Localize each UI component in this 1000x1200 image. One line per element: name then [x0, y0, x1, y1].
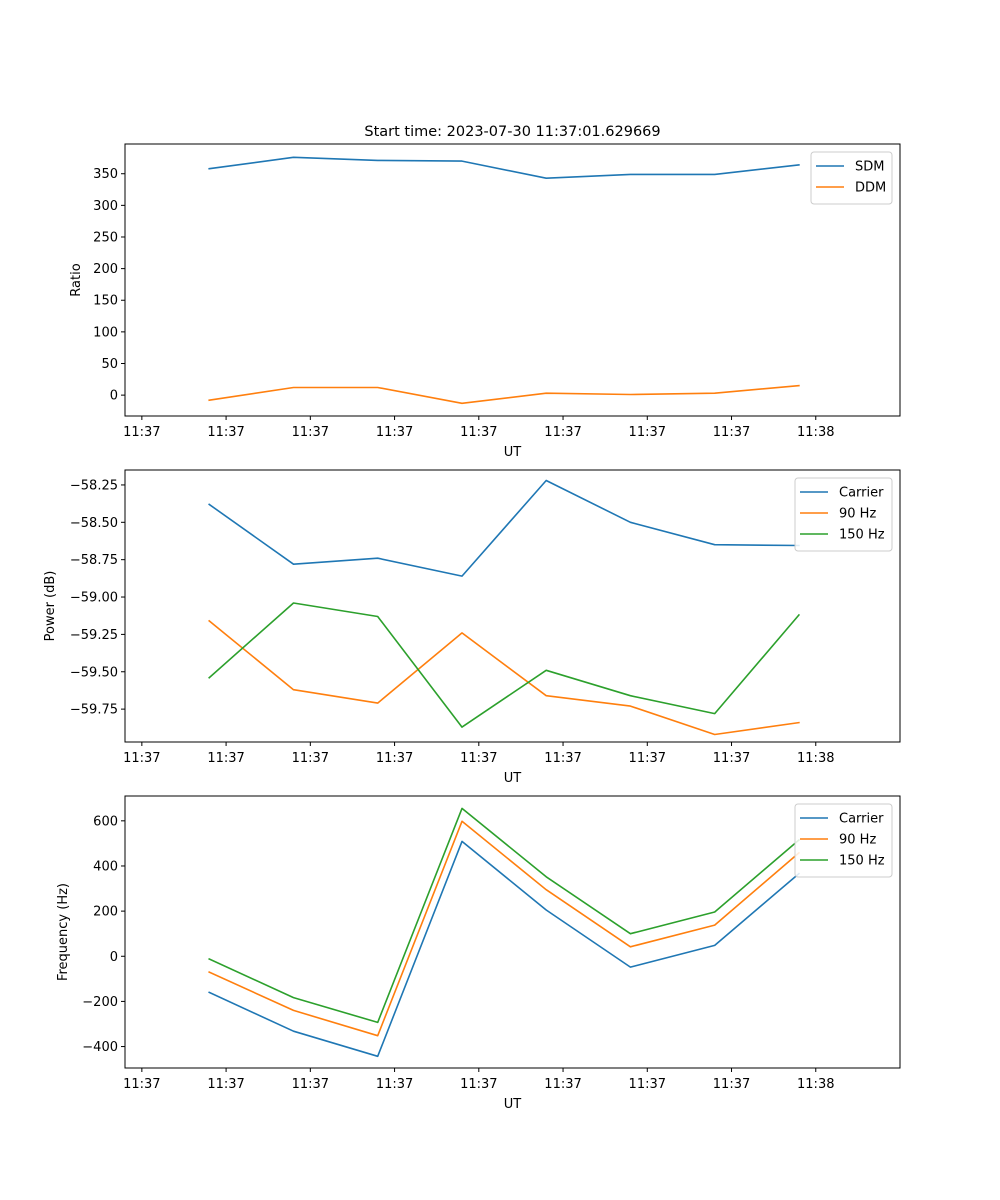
series-line-carrier: [208, 840, 801, 1058]
y-axis-label: Frequency (Hz): [56, 883, 71, 981]
x-tick-label: 11:37: [460, 1077, 497, 1092]
x-axis-label: UT: [504, 1097, 522, 1112]
legend: Carrier 90 Hz 150 Hz: [794, 803, 893, 878]
axes-frame: [124, 143, 901, 417]
y-tick-label: −200: [82, 995, 118, 1010]
x-tick-label: 11:37: [376, 425, 413, 440]
legend-label: DDM: [855, 181, 886, 196]
legend-label: 150 Hz: [839, 854, 885, 869]
y-tick-label: 0: [110, 950, 118, 965]
y-tick-label: −400: [82, 1040, 118, 1055]
y-tick-label: 350: [93, 167, 118, 182]
legend-label: 150 Hz: [839, 528, 885, 543]
y-tick-label: −59.50: [70, 665, 118, 680]
y-tick-label: 200: [93, 262, 118, 277]
y-tick-label: 300: [93, 199, 118, 214]
legend-label: Carrier: [839, 486, 884, 501]
x-tick-label: 11:37: [123, 751, 160, 766]
y-tick-label: −59.00: [70, 591, 118, 606]
legend-box: [794, 803, 893, 878]
x-tick-label: 11:37: [544, 425, 581, 440]
legend: Carrier 90 Hz 150 Hz: [794, 477, 893, 552]
series-line-carrier: [208, 479, 800, 577]
x-tick-label: 11:37: [629, 425, 666, 440]
chart-title: Start time: 2023-07-30 11:37:01.629669: [364, 124, 660, 140]
series-line-90-hz: [208, 619, 800, 736]
y-tick-label: 600: [93, 814, 118, 829]
series-line-90-hz: [208, 820, 801, 1037]
x-tick-label: 11:37: [460, 425, 497, 440]
x-axis-label: UT: [504, 445, 522, 460]
x-tick-label: 11:37: [376, 751, 413, 766]
legend: SDM DDM: [810, 151, 893, 205]
x-tick-label: 11:37: [713, 751, 750, 766]
x-tick-label: 11:37: [292, 1077, 329, 1092]
series-line-sdm: [208, 156, 800, 179]
y-tick-label: −58.50: [70, 516, 118, 531]
legend-label: 90 Hz: [839, 507, 876, 522]
x-tick-label: 11:38: [797, 1077, 834, 1092]
legend-label: 90 Hz: [839, 833, 876, 848]
axes-frame: [124, 795, 901, 1069]
y-tick-label: −59.25: [70, 628, 118, 643]
x-tick-label: 11:37: [629, 751, 666, 766]
legend-label: Carrier: [839, 812, 884, 827]
series-line-ddm: [208, 384, 800, 405]
y-tick-label: 200: [93, 905, 118, 920]
series-line-150-hz: [208, 602, 801, 728]
x-tick-label: 11:37: [207, 1077, 244, 1092]
legend-label: SDM: [855, 160, 884, 175]
x-tick-label: 11:37: [123, 1077, 160, 1092]
x-tick-label: 11:37: [713, 1077, 750, 1092]
x-tick-label: 11:37: [207, 751, 244, 766]
y-tick-label: 100: [93, 325, 118, 340]
y-axis-label: Ratio: [69, 263, 84, 296]
y-tick-label: 0: [110, 389, 118, 404]
x-tick-label: 11:37: [629, 1077, 666, 1092]
x-tick-label: 11:37: [292, 425, 329, 440]
y-tick-label: −59.75: [70, 703, 118, 718]
y-tick-label: 50: [101, 357, 118, 372]
y-tick-label: 150: [93, 294, 118, 309]
x-tick-label: 11:37: [292, 751, 329, 766]
x-tick-label: 11:37: [544, 1077, 581, 1092]
y-tick-label: −58.75: [70, 553, 118, 568]
subplot-1: Start time: 2023-07-30 11:37:01.629669 11…: [69, 124, 901, 460]
legend-box: [794, 477, 893, 552]
subplot-3: 11:37 11:37 11:37 11:37 11:37 11:37 11:37 11:37…: [56, 795, 901, 1112]
x-tick-label: 11:37: [713, 425, 750, 440]
axes-frame: [124, 469, 901, 743]
y-tick-label: −58.25: [70, 478, 118, 493]
y-tick-label: 250: [93, 230, 118, 245]
x-tick-label: 11:37: [123, 425, 160, 440]
subplot-2: 11:37 11:37 11:37 11:37 11:37 11:37 11:37 11:37…: [43, 469, 901, 786]
series-line-150-hz: [208, 807, 801, 1024]
x-axis-label: UT: [504, 771, 522, 786]
legend-box: [810, 151, 893, 205]
x-tick-label: 11:37: [376, 1077, 413, 1092]
x-tick-label: 11:38: [797, 751, 834, 766]
y-tick-label: 400: [93, 859, 118, 874]
x-tick-label: 11:38: [797, 425, 834, 440]
x-tick-label: 11:37: [544, 751, 581, 766]
y-axis-label: Power (dB): [43, 571, 58, 642]
x-tick-label: 11:37: [460, 751, 497, 766]
x-tick-label: 11:37: [207, 425, 244, 440]
